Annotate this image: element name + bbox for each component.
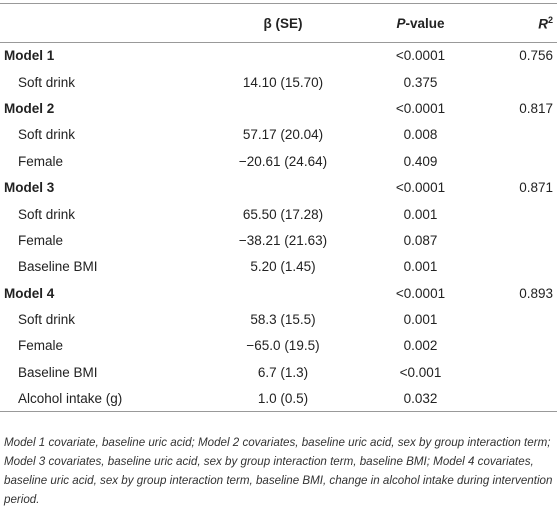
p-cell: 0.001 (403, 259, 438, 275)
header-text: 2 (547, 14, 553, 25)
label-cell: Soft drink (18, 206, 76, 222)
term-row: Soft drink 57.17 (20.04) 0.008 (0, 122, 557, 148)
model-row: Model 1 <0.0001 0.756 (0, 43, 557, 69)
p-cell: 0.001 (403, 312, 438, 328)
cell (483, 148, 557, 174)
p-cell: 0.032 (403, 391, 438, 407)
beta-cell: 58.3 (15.5) (250, 312, 316, 328)
label-cell: Model 2 (4, 100, 55, 116)
r2-cell: 0.817 (519, 100, 553, 116)
results-table: β (SE) P-value R2 Model 1 <0.0001 0.756 Soft … (0, 3, 557, 412)
label-cell: Model 4 (4, 285, 55, 301)
term-row: Baseline BMI 5.20 (1.45) 0.001 (0, 254, 557, 280)
header-text: β (SE) (263, 15, 303, 31)
term-row: Alcohol intake (g) 1.0 (0.5) 0.032 (0, 386, 557, 412)
cell (483, 254, 557, 280)
model-row: Model 3 <0.0001 0.871 (0, 174, 557, 200)
cell (483, 306, 557, 332)
label-cell: Model 3 (4, 180, 55, 196)
header-text: -value (405, 15, 445, 31)
cell (208, 95, 358, 121)
term-row: Soft drink 65.50 (17.28) 0.001 (0, 201, 557, 227)
model-row: Model 2 <0.0001 0.817 (0, 95, 557, 121)
beta-cell: 65.50 (17.28) (242, 206, 324, 222)
footnote: Model 1 covariate, baseline uric acid; M… (4, 436, 553, 506)
p-cell: 0.008 (403, 127, 438, 143)
beta-cell: −38.21 (21.63) (238, 232, 328, 248)
table-header: β (SE) P-value R2 (0, 3, 557, 43)
cell (483, 122, 557, 148)
header-row: β (SE) P-value R2 (0, 3, 557, 43)
label-cell: Female (18, 338, 64, 354)
label-cell: Baseline BMI (18, 259, 98, 275)
beta-cell: 6.7 (1.3) (257, 364, 309, 380)
term-row: Female −20.61 (24.64) 0.409 (0, 148, 557, 174)
model-row: Model 4 <0.0001 0.893 (0, 280, 557, 306)
p-cell: <0.0001 (395, 100, 446, 116)
cell (208, 174, 358, 200)
header-cell: P-value (358, 4, 483, 43)
label-cell: Model 1 (4, 48, 55, 64)
cell (483, 333, 557, 359)
beta-cell: 14.10 (15.70) (242, 74, 324, 90)
beta-cell: −20.61 (24.64) (238, 153, 328, 169)
label-cell: Alcohol intake (g) (18, 391, 123, 407)
p-cell: <0.001 (399, 364, 442, 380)
term-row: Soft drink 58.3 (15.5) 0.001 (0, 306, 557, 332)
r2-cell: 0.756 (519, 48, 553, 64)
p-cell: <0.0001 (395, 48, 446, 64)
cell (483, 201, 557, 227)
p-cell: 0.375 (403, 74, 438, 90)
table-body: Model 1 <0.0001 0.756 Soft drink 14.10 (15.7… (0, 43, 557, 412)
term-row: Baseline BMI 6.7 (1.3) <0.001 (0, 359, 557, 385)
p-cell: 0.002 (403, 338, 438, 354)
beta-cell: 57.17 (20.04) (242, 127, 324, 143)
label-cell: Baseline BMI (18, 364, 98, 380)
beta-cell: 5.20 (1.45) (250, 259, 316, 275)
p-cell: <0.0001 (395, 180, 446, 196)
label-cell: Female (18, 232, 64, 248)
term-row: Female −38.21 (21.63) 0.087 (0, 227, 557, 253)
cell (483, 386, 557, 412)
r2-cell: 0.871 (519, 180, 553, 196)
p-cell: <0.0001 (395, 285, 446, 301)
r2-cell: 0.893 (519, 285, 553, 301)
p-cell: 0.409 (403, 153, 438, 169)
header-cell: β (SE) (208, 4, 358, 43)
cell (483, 227, 557, 253)
term-row: Soft drink 14.10 (15.70) 0.375 (0, 69, 557, 95)
header-cell: R2 (483, 4, 557, 43)
cell (208, 280, 358, 306)
header-cell (0, 4, 208, 43)
cell (208, 43, 358, 69)
label-cell: Soft drink (18, 312, 76, 328)
label-cell: Soft drink (18, 74, 76, 90)
p-cell: 0.001 (403, 206, 438, 222)
cell (483, 359, 557, 385)
cell (483, 69, 557, 95)
header-text: P (396, 15, 406, 31)
p-cell: 0.087 (403, 232, 438, 248)
header-text: R (538, 16, 548, 32)
term-row: Female −65.0 (19.5) 0.002 (0, 333, 557, 359)
label-cell: Female (18, 153, 64, 169)
label-cell: Soft drink (18, 127, 76, 143)
beta-cell: −65.0 (19.5) (246, 338, 320, 354)
beta-cell: 1.0 (0.5) (257, 391, 309, 407)
